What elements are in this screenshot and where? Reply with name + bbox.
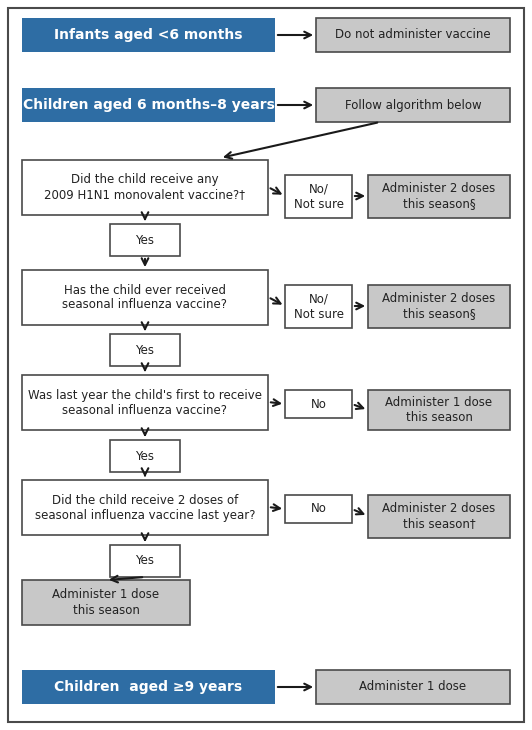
Text: Administer 1 dose
this season: Administer 1 dose this season bbox=[53, 588, 160, 617]
Bar bbox=[110, 545, 180, 577]
Bar bbox=[368, 495, 510, 538]
Text: No/
Not sure: No/ Not sure bbox=[294, 293, 344, 320]
Bar bbox=[22, 480, 268, 535]
Bar bbox=[110, 334, 180, 366]
Text: Administer 2 doses
this season§: Administer 2 doses this season§ bbox=[383, 182, 496, 210]
Text: Administer 1 dose: Administer 1 dose bbox=[360, 680, 467, 694]
Bar bbox=[22, 670, 275, 704]
Text: Administer 1 dose
this season: Administer 1 dose this season bbox=[386, 396, 493, 424]
Text: Yes: Yes bbox=[136, 450, 154, 463]
Text: Has the child ever received
seasonal influenza vaccine?: Has the child ever received seasonal inf… bbox=[62, 283, 228, 312]
Text: Follow algorithm below: Follow algorithm below bbox=[345, 99, 481, 112]
Text: Administer 2 doses
this season†: Administer 2 doses this season† bbox=[383, 502, 496, 531]
Text: Children  aged ≥9 years: Children aged ≥9 years bbox=[54, 680, 243, 694]
Bar bbox=[285, 285, 352, 328]
Text: Do not administer vaccine: Do not administer vaccine bbox=[335, 28, 491, 42]
Bar bbox=[316, 88, 510, 122]
Bar bbox=[368, 390, 510, 430]
Text: Infants aged <6 months: Infants aged <6 months bbox=[54, 28, 243, 42]
Text: No/
Not sure: No/ Not sure bbox=[294, 182, 344, 210]
Bar bbox=[110, 224, 180, 256]
Text: Did the child receive any
2009 H1N1 monovalent vaccine?†: Did the child receive any 2009 H1N1 mono… bbox=[45, 174, 245, 201]
Text: No: No bbox=[311, 502, 327, 515]
Bar bbox=[285, 390, 352, 418]
Bar bbox=[22, 88, 275, 122]
Text: Did the child receive 2 doses of
seasonal influenza vaccine last year?: Did the child receive 2 doses of seasona… bbox=[35, 493, 255, 521]
Bar bbox=[285, 495, 352, 523]
Text: No: No bbox=[311, 398, 327, 410]
Bar bbox=[22, 18, 275, 52]
Text: Yes: Yes bbox=[136, 555, 154, 567]
Text: Yes: Yes bbox=[136, 344, 154, 356]
Text: Administer 2 doses
this season§: Administer 2 doses this season§ bbox=[383, 293, 496, 320]
Bar bbox=[22, 580, 190, 625]
Bar bbox=[368, 285, 510, 328]
Bar bbox=[368, 175, 510, 218]
Bar bbox=[110, 440, 180, 472]
Bar bbox=[22, 270, 268, 325]
Bar bbox=[316, 18, 510, 52]
Bar bbox=[316, 670, 510, 704]
Bar bbox=[22, 375, 268, 430]
Text: Was last year the child's first to receive
seasonal influenza vaccine?: Was last year the child's first to recei… bbox=[28, 388, 262, 417]
Bar bbox=[22, 160, 268, 215]
Text: Children aged 6 months–8 years: Children aged 6 months–8 years bbox=[22, 98, 275, 112]
Text: Yes: Yes bbox=[136, 234, 154, 247]
Bar bbox=[285, 175, 352, 218]
